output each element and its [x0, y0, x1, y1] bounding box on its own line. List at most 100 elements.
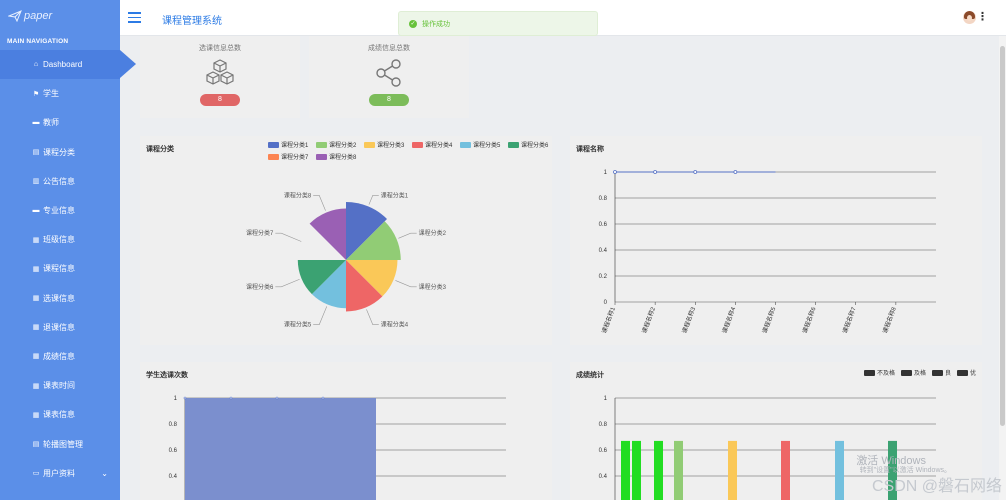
legend-swatch: [932, 369, 943, 376]
legend-item[interactable]: 课程分类2: [316, 140, 356, 149]
sidebar-item-11[interactable]: ▦ 课表时间: [0, 371, 120, 400]
legend-item[interactable]: 良: [932, 368, 951, 377]
grade-bar[interactable]: [781, 440, 790, 500]
legend-item[interactable]: 课程分类7: [268, 152, 308, 161]
x-tick-label: 课程名称3: [680, 305, 697, 334]
pie-slice[interactable]: [346, 260, 383, 312]
x-tick-label: 课程名称8: [881, 305, 898, 334]
stat-card-enrollment: 选课信息总数 8: [140, 36, 300, 118]
stat-value-badge: 8: [200, 94, 240, 106]
legend-label: 课程分类8: [329, 155, 357, 161]
y-tick-label: 0.6: [599, 448, 608, 454]
chevron-down-icon: ⌄: [101, 468, 108, 478]
panel-student-enrollment: 学生选课次数 0.4 0.6 0.8 1: [140, 362, 552, 500]
legend-item[interactable]: 课程分类8: [316, 152, 356, 161]
sidebar-item-9[interactable]: ▦ 退课信息: [0, 313, 120, 342]
line-point[interactable]: [613, 170, 617, 174]
sidebar-item-3[interactable]: ▤ 课程分类: [0, 138, 120, 167]
grade-legend: 不及格 及格 良 优: [864, 368, 982, 378]
legend-item[interactable]: 课程分类5: [460, 140, 500, 149]
sidebar-item-label: 课表信息: [43, 410, 75, 420]
y-tick-label: 0.6: [169, 448, 178, 454]
menu-toggle-icon[interactable]: [128, 12, 141, 23]
line-point[interactable]: [693, 170, 698, 174]
stat-card-grades: 成绩信息总数 8: [309, 36, 469, 118]
sidebar-item-label: Dashboard: [43, 60, 83, 70]
sidebar-item-2[interactable]: ▬ 教师: [0, 108, 120, 137]
x-tick-label: 课程名称1: [600, 305, 617, 334]
line-point: [229, 396, 233, 400]
panel-grade-stats: 成绩统计 不及格 及格 良 优 0.4 0.6 0.8 1: [570, 362, 982, 500]
legend-item[interactable]: 不及格: [864, 368, 895, 377]
grade-bar[interactable]: [674, 440, 683, 500]
sidebar-item-10[interactable]: ▦ 成绩信息: [0, 342, 120, 371]
pie-slice-label: 课程分类8: [284, 191, 312, 199]
line-point[interactable]: [653, 170, 658, 174]
grade-bar[interactable]: [654, 440, 663, 500]
y-tick-label: 0.4: [599, 248, 608, 254]
avatar[interactable]: [963, 11, 976, 24]
scrollbar[interactable]: [999, 36, 1006, 500]
y-tick-label: 1: [604, 170, 608, 176]
pie-slice[interactable]: [346, 221, 401, 260]
x-tick-label: 课程名称4: [720, 305, 737, 334]
scrollbar-thumb[interactable]: [1000, 46, 1005, 426]
sidebar-item-14[interactable]: ▭ 用户资料 ⌄: [0, 459, 120, 488]
sidebar-item-label: 班级信息: [43, 235, 75, 245]
grade-bar-chart: 0.4 0.6 0.8 1: [599, 396, 936, 500]
y-tick-label: 1: [604, 396, 608, 402]
sidebar-item-7[interactable]: ▦ 课程信息: [0, 254, 120, 283]
stat-value-badge: 8: [369, 94, 409, 106]
legend-item[interactable]: 课程分类1: [268, 140, 308, 149]
pie-slice[interactable]: [309, 208, 346, 260]
legend-item[interactable]: 优: [957, 368, 976, 377]
sidebar-item-13[interactable]: ▤ 轮播图管理: [0, 429, 120, 458]
sidebar-item-1[interactable]: ⚑ 学生: [0, 79, 120, 108]
legend-swatch: [412, 141, 423, 148]
sidebar-item-label: 公告信息: [43, 176, 75, 186]
logo[interactable]: paper: [0, 0, 120, 32]
sidebar-item-6[interactable]: ▦ 班级信息: [0, 225, 120, 254]
legend-swatch: [901, 369, 912, 376]
monitor-icon: ▭: [32, 470, 40, 478]
sidebar-item-label: 退课信息: [43, 322, 75, 332]
grade-bar[interactable]: [728, 440, 737, 500]
legend-swatch: [268, 153, 279, 160]
pie-slice[interactable]: [346, 202, 388, 260]
sidebar-item-12[interactable]: ▦ 课表信息: [0, 400, 120, 429]
sidebar-item-5[interactable]: ▬ 专业信息: [0, 196, 120, 225]
sidebar: paper MAIN NAVIGATION ⌂ Dashboard ⚑ 学生 ▬ 教师 ▤ 课…: [0, 0, 136, 500]
legend-item[interactable]: 及格: [901, 368, 926, 377]
grid-icon: ▦: [32, 265, 40, 273]
pie-slice[interactable]: [346, 260, 398, 297]
x-tick-label: 课程名称5: [761, 305, 778, 334]
pie-slice[interactable]: [297, 260, 346, 295]
pie-slice[interactable]: [311, 260, 346, 309]
flag-icon: ⚑: [32, 90, 40, 98]
sidebar-item-0[interactable]: ⌂ Dashboard: [0, 50, 136, 80]
bar[interactable]: [185, 398, 376, 500]
sidebar-item-4[interactable]: ▥ 公告信息: [0, 167, 120, 196]
sidebar-item-label: 用户资料: [43, 468, 75, 478]
watermark-line1: 激活 Windows: [856, 455, 926, 467]
legend-swatch: [957, 369, 968, 376]
grade-bar[interactable]: [621, 440, 630, 500]
legend-label: 课程分类3: [377, 143, 405, 149]
stat-label: 选课信息总数: [199, 45, 241, 52]
legend-item[interactable]: 课程分类3: [364, 140, 404, 149]
grade-bar[interactable]: [632, 440, 641, 500]
sidebar-item-8[interactable]: ▦ 选课信息: [0, 284, 120, 313]
legend-label: 及格: [914, 371, 927, 377]
y-tick-label: 0.2: [599, 274, 608, 280]
legend-item[interactable]: 课程分类6: [508, 140, 548, 149]
chart-icon: ▥: [32, 178, 40, 186]
legend-item[interactable]: 课程分类4: [412, 140, 452, 149]
panel-title: 学生选课次数: [146, 372, 188, 379]
line-point[interactable]: [733, 170, 738, 174]
pie-slice-label: 课程分类4: [381, 321, 409, 329]
grade-bar[interactable]: [888, 440, 897, 500]
more-menu-icon[interactable]: ⋮: [977, 11, 988, 23]
share-icon: [309, 58, 469, 88]
legend-swatch: [508, 141, 519, 148]
grade-bar[interactable]: [835, 440, 844, 500]
